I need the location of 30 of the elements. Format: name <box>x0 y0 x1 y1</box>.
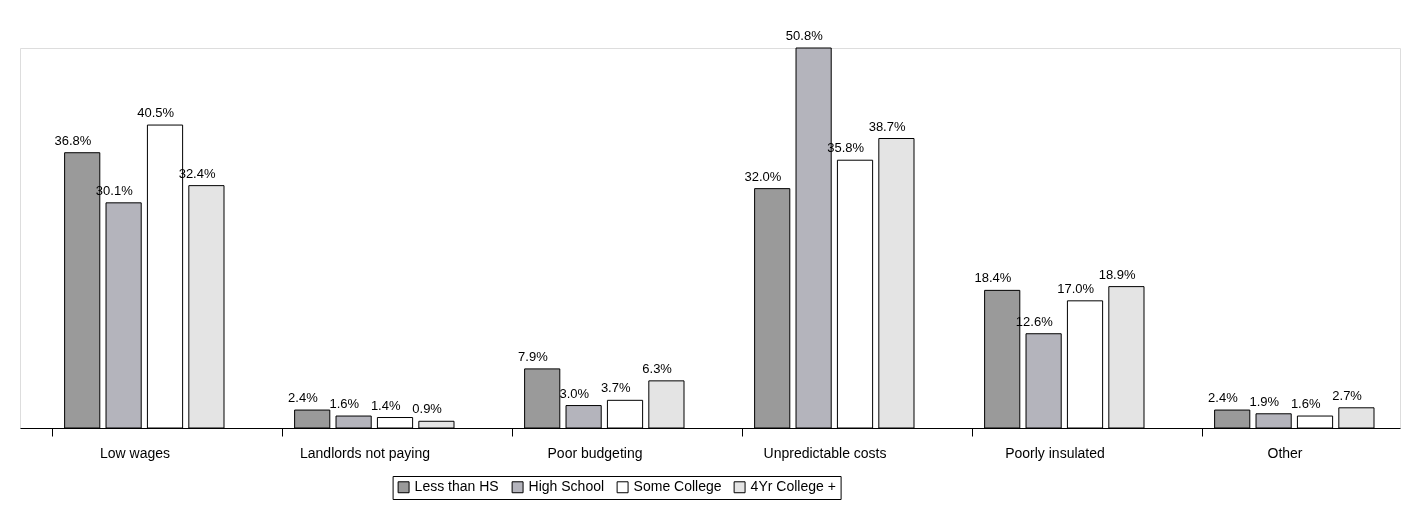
data-label: 18.9% <box>1098 266 1136 282</box>
data-label: 7.9% <box>518 348 549 364</box>
data-label: 2.4% <box>1208 390 1239 406</box>
legend-label: 4Yr College + <box>750 478 836 495</box>
data-label: 1.6% <box>329 396 360 412</box>
x-tick-label: Low wages <box>99 444 171 461</box>
legend-label: Less than HS <box>414 478 499 495</box>
x-tick-label: Landlords not paying <box>300 444 430 461</box>
data-label: 2.7% <box>1332 387 1363 403</box>
x-tick-label: Other <box>1267 444 1303 461</box>
data-label: 2.4% <box>288 390 319 406</box>
x-tick-label: Unpredictable costs <box>763 444 887 461</box>
data-label: 1.6% <box>1290 396 1321 412</box>
x-tick-label: Poorly insulated <box>1005 444 1105 461</box>
data-label: 1.9% <box>1249 393 1280 409</box>
data-label: 6.3% <box>642 360 673 376</box>
data-label: 1.4% <box>370 397 401 413</box>
data-label: 18.4% <box>974 270 1012 286</box>
legend-label: High School <box>528 478 605 495</box>
data-label: 32.0% <box>744 168 782 184</box>
data-label: 40.5% <box>137 105 175 121</box>
legend-label: Some College <box>633 478 722 495</box>
x-tick-label: Poor budgeting <box>547 444 643 461</box>
data-label: 50.8% <box>785 28 824 43</box>
data-label: 38.7% <box>868 118 906 134</box>
data-label: 36.8% <box>54 132 92 148</box>
data-label: 0.9% <box>412 401 443 417</box>
data-label: 17.0% <box>1057 280 1095 296</box>
data-label: 3.7% <box>600 380 631 396</box>
data-label: 3.0% <box>559 385 590 401</box>
